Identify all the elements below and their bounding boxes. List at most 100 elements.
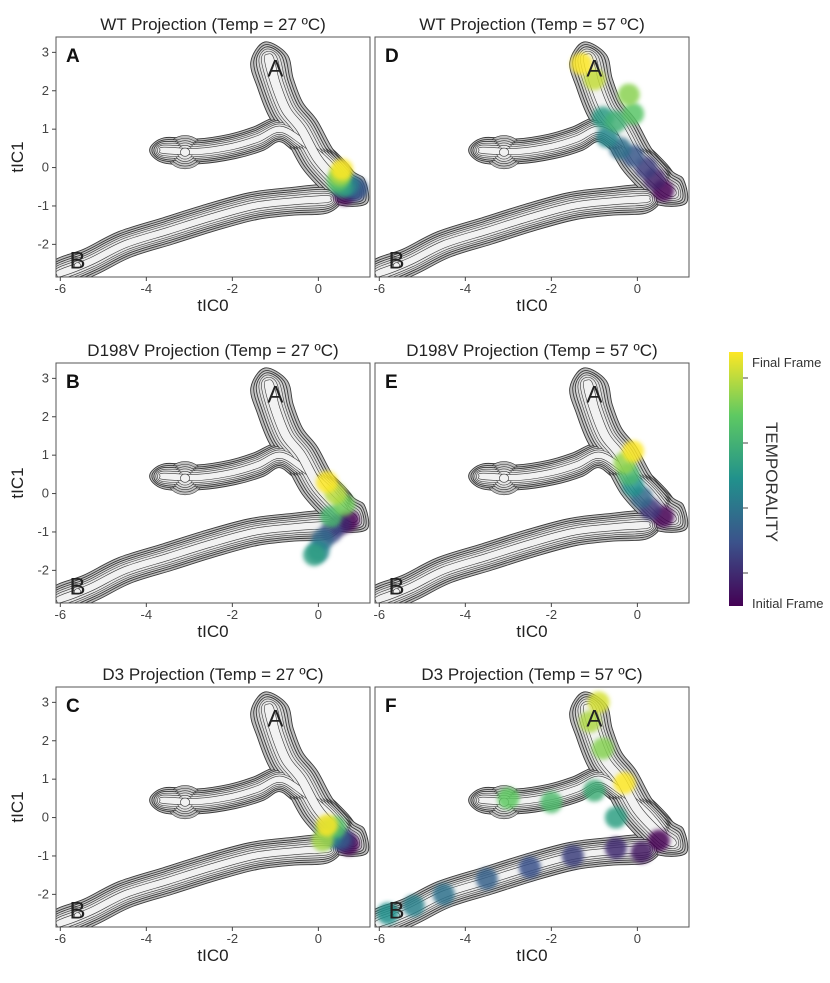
trajectory-point	[540, 791, 563, 814]
y-tick-label: 1	[42, 771, 49, 786]
contour-basin	[180, 473, 190, 483]
trajectory-point	[497, 787, 520, 810]
y-tick-label: -2	[37, 562, 49, 577]
colorbar-top-label: Final Frame	[752, 355, 821, 370]
contour-basin	[180, 797, 190, 807]
x-tick-label: -6	[55, 931, 67, 946]
basin-label: B	[69, 898, 85, 925]
contour-band	[375, 521, 651, 603]
panel-title: WT Projection (Temp = 57 ºC)	[419, 15, 645, 34]
x-tick-label: -4	[141, 281, 153, 296]
panel-letter: D	[385, 46, 399, 67]
basin-label: B	[388, 574, 404, 601]
y-tick-label: 3	[42, 694, 49, 709]
panel-letter: E	[385, 372, 398, 393]
plot-frame	[374, 36, 690, 278]
x-tick-label: -6	[55, 607, 67, 622]
panel-b: A B B D198V Projection (Temp = 27 ºC) -6 -4 -2…	[8, 341, 371, 641]
trajectory-point	[647, 829, 670, 852]
x-tick-label: -6	[55, 281, 67, 296]
plot-frame	[55, 686, 371, 928]
panel-title: D198V Projection (Temp = 57 ºC)	[406, 341, 657, 360]
x-tick-label: -2	[546, 281, 558, 296]
x-tick-label: 0	[634, 931, 641, 946]
trajectory-point	[587, 691, 610, 714]
x-tick-label: -2	[227, 281, 239, 296]
basin-label: A	[586, 56, 602, 83]
contour-basin	[393, 262, 400, 269]
panel-title: D198V Projection (Temp = 27 ºC)	[87, 341, 338, 360]
y-tick-label: -1	[37, 524, 49, 539]
free-energy-landscape	[56, 691, 370, 927]
trajectory-point	[604, 110, 627, 133]
colorbar-scale	[729, 352, 743, 606]
panel-title: WT Projection (Temp = 27 ºC)	[100, 15, 326, 34]
trajectory-point	[432, 883, 455, 906]
x-tick-label: -4	[141, 607, 153, 622]
x-tick-label: -2	[546, 607, 558, 622]
x-axis-label: tIC0	[516, 296, 547, 315]
x-tick-label: -4	[460, 281, 472, 296]
panel-title: D3 Projection (Temp = 27 ºC)	[102, 665, 323, 684]
panel-letter: B	[66, 372, 80, 393]
x-tick-label: -4	[460, 607, 472, 622]
contour-basin	[180, 147, 190, 157]
trajectory-point	[475, 868, 498, 890]
x-tick-label: -2	[227, 607, 239, 622]
y-tick-label: 1	[42, 121, 49, 136]
x-axis-label: tIC0	[197, 296, 228, 315]
basin-label: B	[388, 898, 404, 925]
trajectory-point	[622, 102, 645, 125]
plot-frame	[374, 686, 690, 928]
x-tick-label: 0	[315, 607, 322, 622]
x-tick-label: -2	[227, 931, 239, 946]
x-tick-label: 0	[315, 281, 322, 296]
contour-band	[375, 195, 651, 277]
trajectory-point	[402, 894, 425, 917]
trajectory-point	[579, 710, 602, 733]
basin-label: B	[69, 248, 85, 275]
contour-basin	[74, 588, 81, 595]
basin-label: A	[586, 382, 602, 409]
contour-basin	[499, 147, 509, 157]
trajectory	[613, 440, 675, 528]
trajectory-point	[613, 772, 636, 794]
contour-band	[56, 845, 332, 927]
x-axis-label: tIC0	[197, 946, 228, 965]
trajectory-point	[331, 158, 354, 181]
x-axis-label: tIC0	[516, 622, 547, 641]
colorbar-bottom-label: Initial Frame	[752, 596, 824, 611]
basin-label: A	[586, 706, 602, 733]
panel-f: A B F D3 Projection (Temp = 57 ºC) -6 -4 -2 0 tI…	[374, 665, 690, 965]
trajectory-point	[561, 844, 584, 867]
y-tick-label: -2	[37, 886, 49, 901]
y-tick-label: -1	[37, 198, 49, 213]
trajectory-point	[570, 52, 593, 75]
panel-c: A B C D3 Projection (Temp = 27 ºC) -6 -4 -2 0 tI…	[8, 665, 371, 965]
y-tick-label: 3	[42, 44, 49, 59]
trajectory-point	[630, 841, 653, 864]
contour-basin	[74, 912, 81, 919]
x-axis-label: tIC0	[197, 622, 228, 641]
free-energy-landscape	[56, 41, 370, 277]
trajectory	[376, 691, 670, 925]
trajectory	[570, 52, 675, 202]
contour-basin	[499, 473, 509, 483]
basin-label: A	[267, 56, 283, 83]
panel-letter: A	[66, 46, 80, 67]
y-tick-label: 3	[42, 370, 49, 385]
trajectory-point	[583, 779, 606, 802]
contour-band	[583, 379, 677, 523]
y-tick-label: 0	[42, 810, 49, 825]
x-tick-label: -4	[141, 931, 153, 946]
y-tick-label: 1	[42, 447, 49, 462]
basin-label: B	[69, 574, 85, 601]
x-tick-label: 0	[634, 607, 641, 622]
contour-band	[583, 53, 677, 197]
panel-title: D3 Projection (Temp = 57 ºC)	[421, 665, 642, 684]
y-tick-label: 0	[42, 160, 49, 175]
trajectory-point	[518, 856, 541, 879]
colorbar: Final Frame Initial Frame TEMPORALITY	[729, 352, 824, 611]
basin-label: A	[267, 706, 283, 733]
